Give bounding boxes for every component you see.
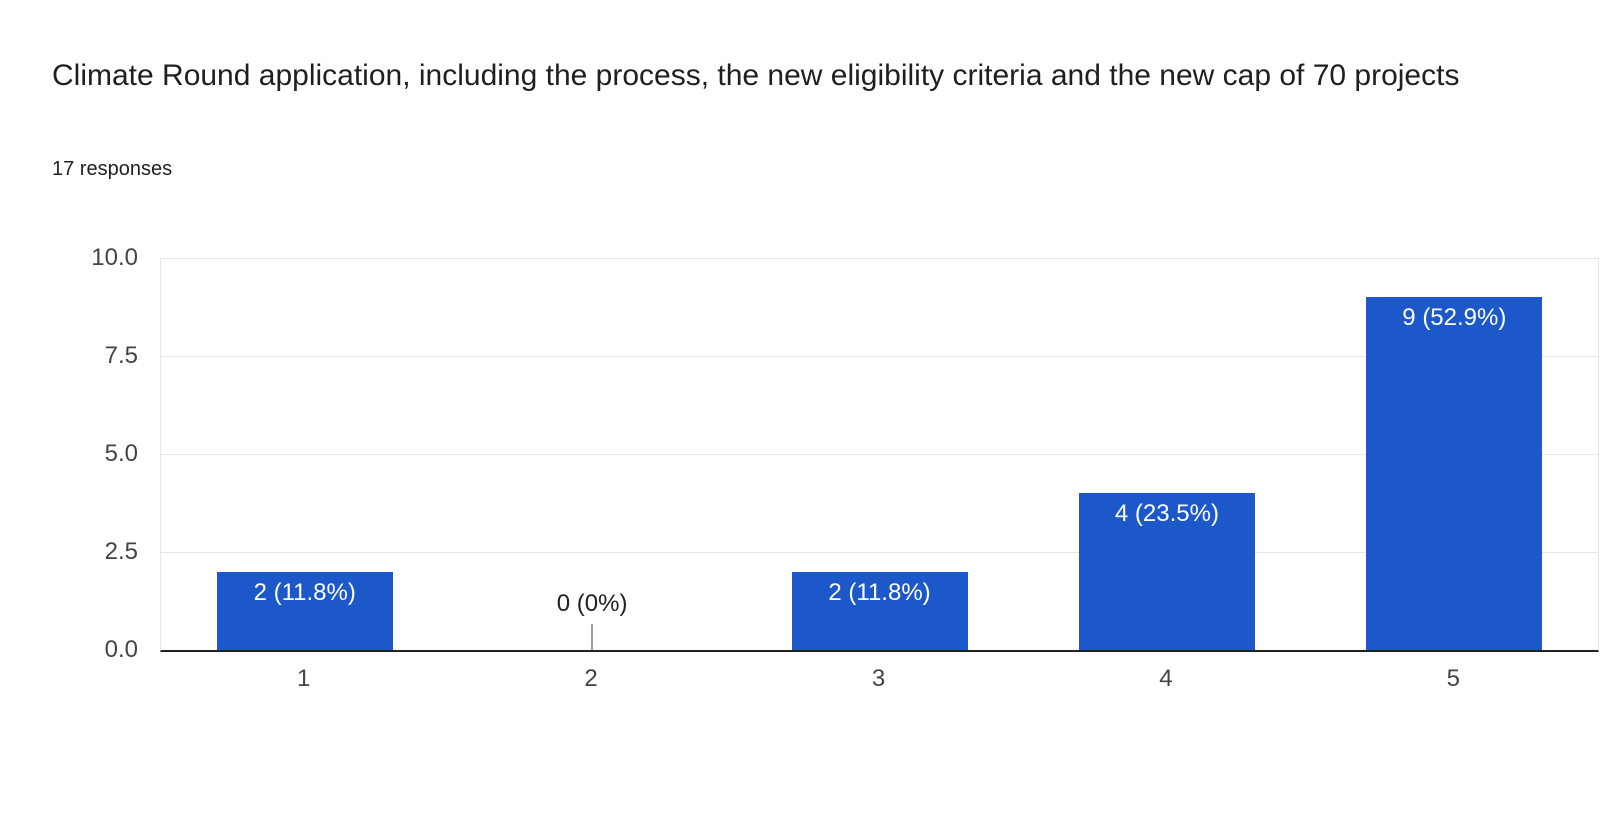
bar-slot-3: 2 (11.8%) [736, 258, 1023, 650]
gridline [161, 552, 1598, 553]
x-axis: 1 2 3 4 5 [160, 662, 1597, 696]
y-tick-label: 5.0 [104, 440, 138, 467]
y-axis: 10.0 7.5 5.0 2.5 0.0 [0, 244, 138, 663]
bar[interactable]: 2 (11.8%) [791, 572, 968, 650]
zero-value-label: 0 (0%) [556, 590, 628, 617]
bar-series: 2 (11.8%) 0 (0%) 2 (11.8%) 4 (23.5%) 9 ( [161, 258, 1598, 650]
gridline [161, 258, 1598, 259]
bar-slot-1: 2 (11.8%) [161, 258, 448, 650]
gridline [161, 454, 1598, 455]
y-tick-label: 7.5 [104, 342, 138, 369]
zero-label-stem [591, 624, 594, 650]
x-tick-label: 3 [871, 665, 886, 692]
y-tick-label: 2.5 [104, 538, 138, 565]
y-tick-label: 10.0 [91, 244, 138, 271]
bar-slot-5: 9 (52.9%) [1311, 258, 1598, 650]
gridline [161, 356, 1598, 357]
bar-value-label: 2 (11.8%) [253, 579, 356, 606]
bar-value-label: 4 (23.5%) [1114, 500, 1219, 527]
x-tick-label: 2 [584, 665, 598, 692]
x-tick-label: 5 [1446, 665, 1460, 692]
x-tick-label: 1 [297, 665, 311, 692]
y-tick-label: 0.0 [104, 636, 138, 663]
bar-slot-4: 4 (23.5%) [1023, 258, 1310, 650]
x-tick-label: 4 [1159, 665, 1173, 692]
bar-value-label: 9 (52.9%) [1402, 304, 1507, 331]
plot-area: 2 (11.8%) 0 (0%) 2 (11.8%) 4 (23.5%) 9 ( [160, 258, 1599, 652]
bar[interactable]: 9 (52.9%) [1366, 297, 1543, 650]
bar-slot-2: 0 (0%) [448, 258, 735, 650]
question-title: Climate Round application, including the… [52, 59, 1460, 92]
bar[interactable]: 2 (11.8%) [216, 572, 393, 650]
bar-value-label: 2 (11.8%) [828, 579, 931, 606]
responses-count: 17 responses [52, 158, 173, 180]
bar[interactable]: 4 (23.5%) [1078, 493, 1255, 650]
